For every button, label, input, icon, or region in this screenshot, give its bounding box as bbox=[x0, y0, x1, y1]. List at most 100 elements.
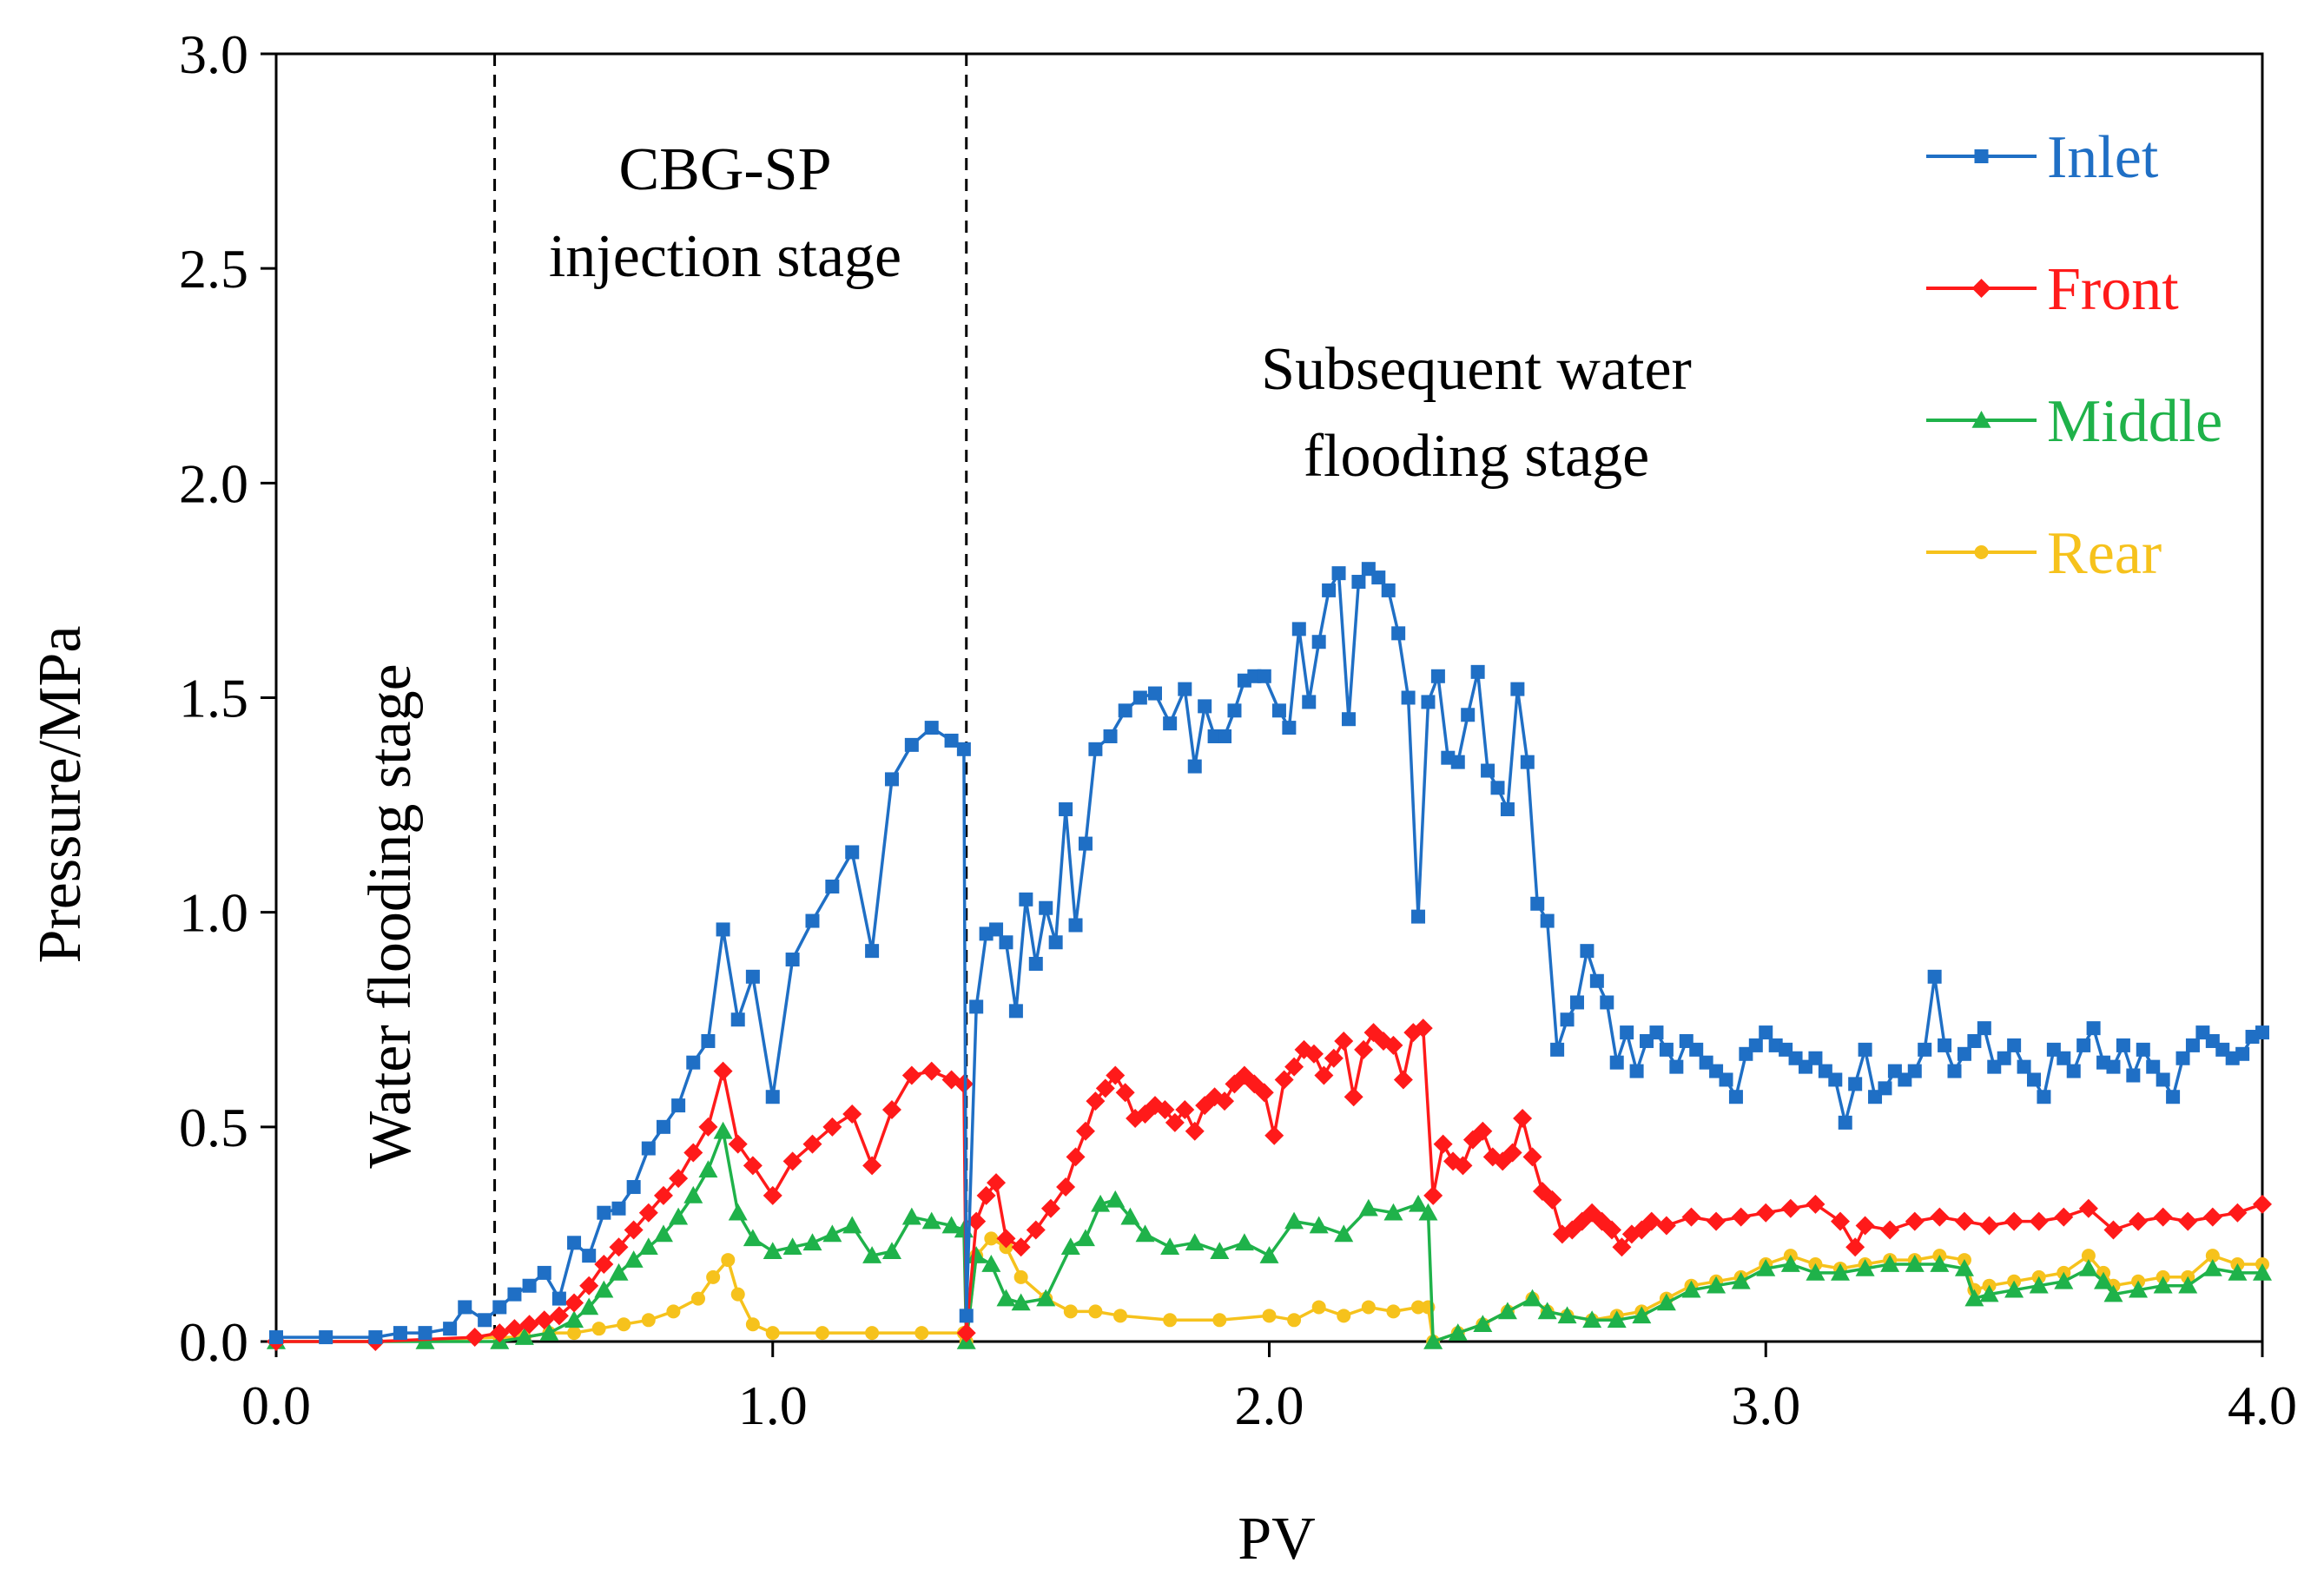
data-point-front bbox=[822, 1117, 842, 1137]
data-point-front bbox=[1115, 1083, 1135, 1103]
data-point-front bbox=[1304, 1044, 1324, 1064]
x-tick-label: 4.0 bbox=[2228, 1375, 2297, 1436]
data-point-inlet bbox=[393, 1326, 407, 1341]
legend-label-front: Front bbox=[2047, 256, 2179, 323]
data-point-middle bbox=[1091, 1194, 1111, 1212]
data-point-inlet bbox=[2166, 1090, 2181, 1104]
data-point-front bbox=[1324, 1048, 1344, 1068]
data-point-middle bbox=[1497, 1302, 1517, 1320]
data-point-front bbox=[1780, 1198, 1800, 1218]
data-point-rear bbox=[1112, 1309, 1127, 1323]
data-point-inlet bbox=[551, 1291, 566, 1306]
data-point-middle bbox=[2253, 1263, 2272, 1281]
data-point-front bbox=[1165, 1112, 1185, 1132]
data-point-front bbox=[1707, 1211, 1726, 1231]
data-point-inlet bbox=[1401, 690, 1416, 705]
data-point-inlet bbox=[1659, 1042, 1674, 1057]
data-point-middle bbox=[2202, 1258, 2222, 1276]
data-point-middle bbox=[609, 1263, 629, 1281]
data-point-inlet bbox=[671, 1098, 686, 1113]
data-point-inlet bbox=[2185, 1038, 2200, 1052]
data-point-front bbox=[1513, 1108, 1533, 1128]
data-point-inlet bbox=[1759, 1025, 1773, 1040]
data-point-inlet bbox=[1848, 1077, 1863, 1091]
data-point-front bbox=[2029, 1211, 2049, 1231]
data-point-inlet bbox=[765, 1090, 780, 1104]
data-point-middle bbox=[1135, 1224, 1155, 1243]
data-point-inlet bbox=[2106, 1059, 2121, 1074]
data-point-inlet bbox=[1589, 973, 1604, 988]
data-point-middle bbox=[941, 1216, 961, 1234]
data-point-inlet bbox=[924, 721, 939, 735]
data-point-inlet bbox=[1719, 1072, 1733, 1087]
data-point-middle bbox=[1418, 1203, 1438, 1221]
data-point-front bbox=[594, 1255, 614, 1275]
data-point-rear bbox=[984, 1231, 999, 1246]
data-point-front bbox=[987, 1173, 1007, 1193]
data-point-inlet bbox=[2037, 1090, 2051, 1104]
data-point-front bbox=[2178, 1211, 2198, 1231]
data-point-inlet bbox=[1600, 995, 1614, 1010]
data-point-inlet bbox=[1947, 1064, 1962, 1078]
data-point-inlet bbox=[1187, 759, 1202, 774]
data-point-front bbox=[465, 1328, 485, 1348]
data-point-middle bbox=[1632, 1306, 1652, 1324]
data-point-inlet bbox=[269, 1330, 283, 1345]
data-point-inlet bbox=[1132, 690, 1147, 705]
data-point-front bbox=[549, 1306, 569, 1326]
data-point-front bbox=[1806, 1194, 1826, 1214]
data-point-middle bbox=[1473, 1315, 1493, 1333]
data-point-inlet bbox=[999, 935, 1013, 950]
data-point-inlet bbox=[745, 969, 760, 984]
data-point-front bbox=[1612, 1237, 1632, 1257]
data-point-inlet bbox=[1838, 1115, 1852, 1130]
data-point-inlet bbox=[1257, 669, 1271, 683]
data-point-front bbox=[713, 1061, 733, 1081]
data-point-front bbox=[1954, 1211, 1974, 1231]
data-point-front bbox=[976, 1185, 996, 1205]
data-point-middle bbox=[1185, 1233, 1205, 1251]
data-point-middle bbox=[1557, 1306, 1577, 1324]
data-point-inlet bbox=[1088, 742, 1103, 756]
data-point-front bbox=[842, 1104, 862, 1124]
data-point-front bbox=[1641, 1211, 1661, 1231]
data-point-middle bbox=[1537, 1302, 1557, 1320]
data-point-middle bbox=[698, 1160, 718, 1178]
data-point-inlet bbox=[1302, 695, 1317, 709]
data-point-rear bbox=[2205, 1249, 2220, 1263]
data-point-inlet bbox=[2136, 1042, 2150, 1057]
data-point-inlet bbox=[2156, 1072, 2170, 1087]
data-point-middle bbox=[1334, 1224, 1354, 1243]
data-point-inlet bbox=[656, 1119, 670, 1134]
data-point-middle bbox=[594, 1280, 614, 1298]
data-point-inlet bbox=[2175, 1051, 2190, 1065]
data-point-rear bbox=[721, 1253, 736, 1268]
x-tick-label: 3.0 bbox=[1731, 1375, 1800, 1436]
data-point-inlet bbox=[443, 1322, 458, 1336]
data-point-inlet bbox=[1103, 729, 1118, 743]
data-point-front bbox=[1413, 1019, 1433, 1038]
data-point-inlet bbox=[959, 1309, 974, 1323]
data-point-rear bbox=[815, 1326, 829, 1341]
data-point-middle bbox=[683, 1185, 703, 1203]
data-point-middle bbox=[1234, 1233, 1254, 1251]
data-point-inlet bbox=[1039, 900, 1053, 915]
y-tick-label: 2.0 bbox=[179, 452, 248, 514]
data-point-inlet bbox=[1218, 729, 1232, 743]
data-point-inlet bbox=[1967, 1033, 1982, 1048]
data-point-inlet bbox=[904, 737, 919, 752]
data-point-middle bbox=[2129, 1280, 2149, 1298]
plot-layer: 0.0 0.5 1.0 1.5 2.0 2.5 3.0 0.0 1.0 2.0 3.0 4.0 Inle… bbox=[179, 23, 2297, 1436]
data-point-front bbox=[901, 1065, 921, 1085]
data-point-middle bbox=[1522, 1289, 1542, 1307]
data-point-rear bbox=[745, 1317, 760, 1332]
data-point-front bbox=[921, 1061, 941, 1081]
data-point-inlet bbox=[1957, 1046, 1971, 1061]
series-inlet bbox=[269, 562, 2269, 1345]
data-point-front bbox=[683, 1143, 703, 1163]
data-point-front bbox=[1011, 1237, 1031, 1257]
data-point-rear bbox=[1163, 1313, 1178, 1328]
y-tick-label: 2.5 bbox=[179, 238, 248, 300]
data-point-inlet bbox=[1918, 1042, 1932, 1057]
